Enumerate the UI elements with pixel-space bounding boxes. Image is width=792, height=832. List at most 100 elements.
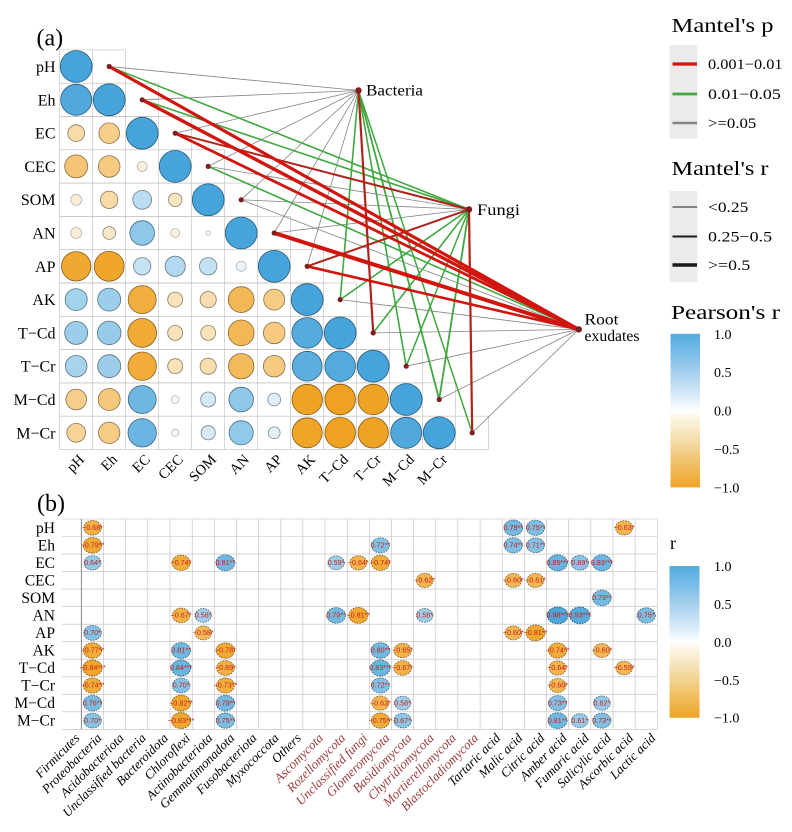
- svg-text:pH: pH: [36, 59, 56, 76]
- svg-text:<0.25: <0.25: [708, 200, 748, 216]
- svg-text:exudates: exudates: [585, 328, 640, 345]
- svg-text:r: r: [670, 533, 676, 553]
- svg-text:0.69*: 0.69*: [571, 558, 588, 567]
- svg-text:T−Cd: T−Cd: [19, 660, 56, 677]
- svg-text:−1.0: −1.0: [714, 712, 739, 727]
- svg-text:0.98***: 0.98***: [546, 611, 569, 620]
- svg-text:−0.5: −0.5: [714, 443, 739, 458]
- svg-text:−0.78*: −0.78*: [215, 646, 236, 655]
- svg-text:0.81**: 0.81**: [216, 558, 236, 567]
- svg-text:−0.75**: −0.75**: [369, 716, 393, 725]
- svg-text:>=0.5: >=0.5: [708, 258, 750, 274]
- svg-text:Mantel's r: Mantel's r: [672, 158, 769, 180]
- svg-text:0.01−0.05: 0.01−0.05: [708, 87, 781, 103]
- svg-text:0.93***: 0.93***: [569, 611, 592, 620]
- svg-text:M−Cd: M−Cd: [14, 695, 55, 712]
- svg-text:(a): (a): [37, 26, 64, 52]
- svg-text:pH: pH: [36, 520, 55, 537]
- svg-text:1.0: 1.0: [714, 560, 732, 575]
- svg-text:AP: AP: [35, 625, 55, 642]
- svg-text:0.5: 0.5: [714, 598, 732, 613]
- svg-text:0.0: 0.0: [714, 405, 732, 420]
- svg-text:T−Cd: T−Cd: [18, 325, 55, 342]
- svg-text:−0.77**: −0.77**: [81, 646, 105, 655]
- svg-text:0.58*: 0.58*: [416, 611, 433, 620]
- svg-text:−0.62*: −0.62*: [414, 576, 435, 585]
- svg-text:Fungi: Fungi: [477, 202, 521, 219]
- svg-text:0.64*: 0.64*: [84, 558, 101, 567]
- svg-text:M−Cd: M−Cd: [14, 392, 56, 409]
- svg-text:Pearson's r: Pearson's r: [671, 302, 780, 324]
- svg-text:0.85***: 0.85***: [546, 558, 569, 567]
- svg-text:−0.84***: −0.84***: [79, 663, 106, 672]
- svg-text:1.0: 1.0: [714, 328, 732, 343]
- svg-text:−0.60*: −0.60*: [547, 681, 568, 690]
- svg-text:0.70*: 0.70*: [173, 681, 190, 690]
- svg-text:0.83***: 0.83***: [591, 558, 614, 567]
- svg-text:−0.61*: −0.61*: [525, 576, 546, 585]
- svg-text:−1.0: −1.0: [714, 481, 739, 496]
- svg-text:0.59*: 0.59*: [328, 558, 345, 567]
- svg-text:−0.69*: −0.69*: [215, 663, 236, 672]
- svg-text:Eh: Eh: [38, 92, 56, 109]
- svg-text:T−Cr: T−Cr: [21, 678, 56, 695]
- svg-text:−0.60*: −0.60*: [591, 646, 612, 655]
- svg-text:0.83***: 0.83***: [369, 663, 392, 672]
- svg-text:EC: EC: [35, 126, 55, 143]
- svg-text:0.67*: 0.67*: [394, 716, 411, 725]
- svg-text:0.75*: 0.75*: [638, 611, 655, 620]
- svg-text:0.81**: 0.81**: [548, 716, 568, 725]
- svg-text:0.76**: 0.76**: [83, 698, 103, 707]
- svg-text:−0.73**: −0.73**: [214, 681, 238, 690]
- svg-text:−0.81**: −0.81**: [524, 628, 548, 637]
- svg-text:−0.64*: −0.64*: [348, 558, 369, 567]
- svg-text:0.70*: 0.70*: [84, 716, 101, 725]
- svg-text:AN: AN: [32, 226, 56, 243]
- svg-text:0.5: 0.5: [714, 366, 732, 381]
- svg-text:0.80**: 0.80**: [371, 646, 391, 655]
- svg-text:T−Cr: T−Cr: [21, 359, 56, 376]
- svg-text:M−Cr: M−Cr: [16, 425, 56, 442]
- svg-text:0.79**: 0.79**: [326, 611, 346, 620]
- svg-text:Eh: Eh: [38, 537, 55, 554]
- svg-text:0.72**: 0.72**: [371, 541, 391, 550]
- svg-text:0.79**: 0.79**: [592, 593, 612, 602]
- svg-text:AK: AK: [32, 292, 56, 309]
- svg-text:−0.81**: −0.81**: [346, 611, 370, 620]
- svg-text:−0.74*: −0.74*: [370, 558, 391, 567]
- svg-text:0.58*: 0.58*: [394, 698, 411, 707]
- svg-text:Bacteria: Bacteria: [366, 83, 423, 100]
- svg-text:AK: AK: [33, 643, 56, 660]
- svg-text:0.0: 0.0: [714, 636, 732, 651]
- svg-text:SOM: SOM: [21, 192, 56, 209]
- svg-text:−0.5: −0.5: [714, 674, 739, 689]
- svg-text:−0.64*: −0.64*: [547, 663, 568, 672]
- svg-text:0.62*: 0.62*: [594, 698, 611, 707]
- svg-text:−0.63*: −0.63*: [370, 698, 391, 707]
- svg-text:−0.65*: −0.65*: [392, 646, 413, 655]
- svg-text:M−Cr: M−Cr: [17, 713, 56, 730]
- svg-text:(b): (b): [37, 491, 65, 517]
- svg-text:0.79**: 0.79**: [216, 698, 236, 707]
- svg-text:−0.83***: −0.83***: [168, 716, 195, 725]
- svg-text:0.58*: 0.58*: [195, 611, 212, 620]
- svg-text:Mantel's p: Mantel's p: [672, 15, 774, 37]
- svg-text:−0.60*: −0.60*: [503, 576, 524, 585]
- svg-text:0.81**: 0.81**: [171, 646, 191, 655]
- svg-text:−0.74*: −0.74*: [171, 558, 192, 567]
- svg-text:>=0.05: >=0.05: [708, 116, 756, 132]
- svg-text:−0.82**: −0.82**: [169, 698, 193, 707]
- svg-text:EC: EC: [35, 555, 55, 572]
- svg-text:0.84***: 0.84***: [170, 663, 193, 672]
- svg-text:AP: AP: [35, 259, 56, 276]
- svg-text:−0.74**: −0.74**: [81, 681, 105, 690]
- svg-text:0.74**: 0.74**: [504, 541, 524, 550]
- svg-text:CEC: CEC: [25, 572, 55, 589]
- svg-text:−0.74**: −0.74**: [546, 646, 570, 655]
- svg-text:−0.79**: −0.79**: [81, 541, 105, 550]
- svg-text:−0.63*: −0.63*: [614, 523, 635, 532]
- svg-text:0.75**: 0.75**: [526, 523, 546, 532]
- svg-text:0.73**: 0.73**: [592, 716, 612, 725]
- svg-text:Root: Root: [585, 312, 620, 329]
- svg-text:0.72**: 0.72**: [371, 681, 391, 690]
